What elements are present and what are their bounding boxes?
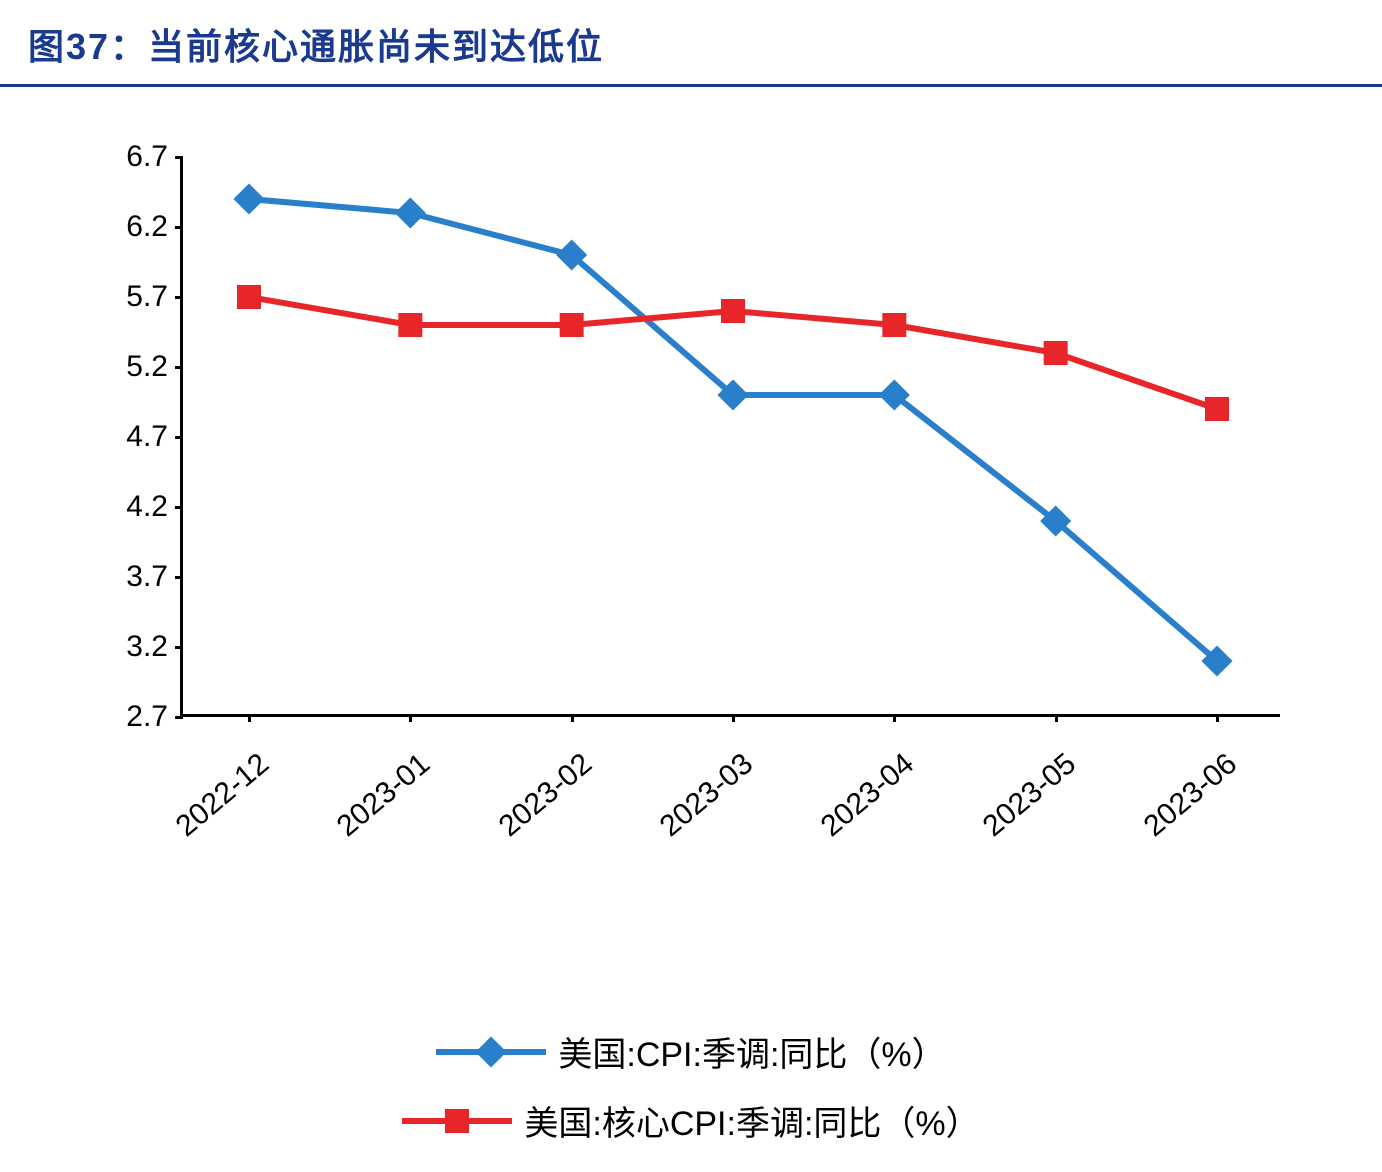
y-tick-label: 2.7 bbox=[98, 700, 168, 734]
chart-title-bar: 图37：当前核心通胀尚未到达低位 bbox=[0, 0, 1382, 87]
x-tick-mark bbox=[1216, 714, 1219, 722]
y-tick-mark bbox=[175, 646, 183, 649]
y-tick-label: 4.7 bbox=[98, 420, 168, 454]
y-tick-label: 4.2 bbox=[98, 490, 168, 524]
series-marker bbox=[398, 313, 422, 337]
legend: 美国:CPI:季调:同比（%） 美国:核心CPI:季调:同比（%） bbox=[0, 1027, 1382, 1145]
chart-area: 2.73.23.74.24.75.25.76.26.72022-122023-0… bbox=[110, 147, 1322, 827]
series-marker bbox=[395, 197, 426, 228]
x-tick-label: 2023-04 bbox=[792, 747, 921, 863]
x-tick-label: 2023-03 bbox=[631, 747, 760, 863]
x-tick-mark bbox=[409, 714, 412, 722]
x-tick-label: 2023-06 bbox=[1115, 747, 1244, 863]
series-marker bbox=[882, 313, 906, 337]
legend-item: 美国:核心CPI:季调:同比（%） bbox=[402, 1096, 979, 1145]
x-tick-mark bbox=[893, 714, 896, 722]
y-tick-mark bbox=[175, 576, 183, 579]
x-tick-label: 2023-02 bbox=[469, 747, 598, 863]
x-tick-mark bbox=[1055, 714, 1058, 722]
series-marker bbox=[1205, 397, 1229, 421]
y-tick-mark bbox=[175, 296, 183, 299]
y-tick-mark bbox=[175, 436, 183, 439]
x-tick-mark bbox=[248, 714, 251, 722]
x-tick-label: 2023-05 bbox=[953, 747, 1082, 863]
x-tick-label: 2022-12 bbox=[147, 747, 276, 863]
y-tick-label: 5.2 bbox=[98, 350, 168, 384]
chart-title: 图37：当前核心通胀尚未到达低位 bbox=[28, 18, 1354, 70]
y-tick-label: 6.7 bbox=[98, 140, 168, 174]
y-tick-label: 3.7 bbox=[98, 560, 168, 594]
series-marker bbox=[237, 285, 261, 309]
x-tick-mark bbox=[571, 714, 574, 722]
y-tick-mark bbox=[175, 226, 183, 229]
x-tick-mark bbox=[732, 714, 735, 722]
legend-label: 美国:CPI:季调:同比（%） bbox=[558, 1027, 945, 1076]
series-marker bbox=[1044, 341, 1068, 365]
legend-label: 美国:核心CPI:季调:同比（%） bbox=[524, 1096, 979, 1145]
series-marker bbox=[560, 313, 584, 337]
y-tick-label: 6.2 bbox=[98, 210, 168, 244]
plot-region: 2.73.23.74.24.75.25.76.26.72022-122023-0… bbox=[180, 157, 1280, 717]
chart-svg bbox=[183, 157, 1280, 714]
series-line-0 bbox=[249, 199, 1217, 661]
y-tick-mark bbox=[175, 716, 183, 719]
x-tick-label: 2023-01 bbox=[308, 747, 437, 863]
series-marker bbox=[721, 299, 745, 323]
series-marker bbox=[233, 183, 264, 214]
y-tick-label: 3.2 bbox=[98, 630, 168, 664]
legend-swatch bbox=[402, 1106, 512, 1136]
y-tick-mark bbox=[175, 156, 183, 159]
y-tick-label: 5.7 bbox=[98, 280, 168, 314]
legend-item: 美国:CPI:季调:同比（%） bbox=[436, 1027, 945, 1076]
y-tick-mark bbox=[175, 506, 183, 509]
legend-swatch bbox=[436, 1037, 546, 1067]
y-tick-mark bbox=[175, 366, 183, 369]
